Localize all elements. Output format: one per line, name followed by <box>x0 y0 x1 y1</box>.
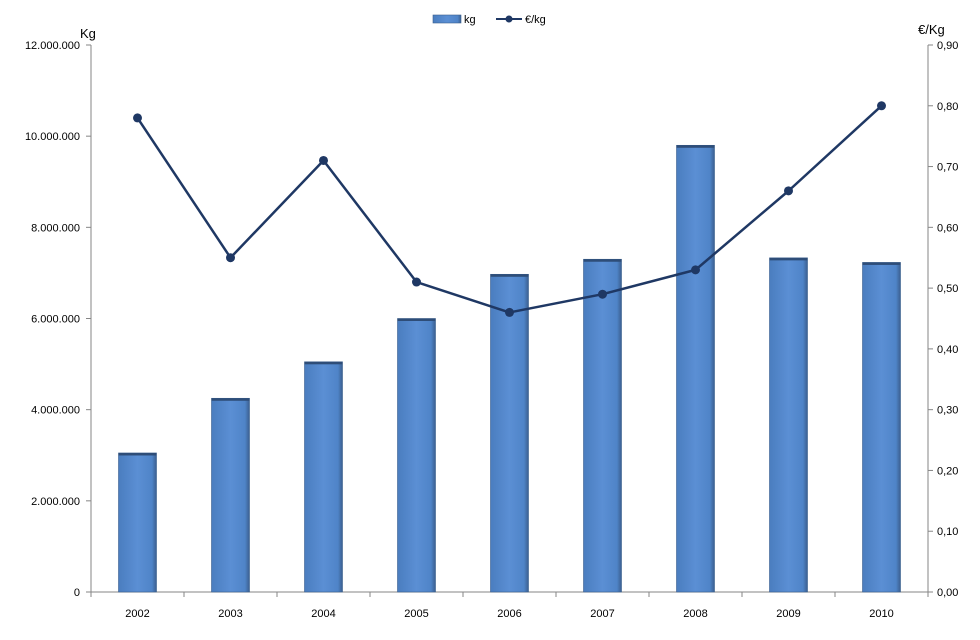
x-tick-label: 2008 <box>683 608 707 620</box>
price-point-2010 <box>877 101 886 111</box>
bar-2004 <box>304 361 343 593</box>
price-point-2003 <box>226 253 235 263</box>
right-tick-label: 0,70 <box>937 162 958 174</box>
left-axis-title: Kg <box>80 26 96 41</box>
left-tick-label: 10.000.000 <box>25 131 80 143</box>
x-tick-label: 2006 <box>497 608 521 620</box>
bar-2006 <box>490 273 529 593</box>
right-tick-label: 0,80 <box>937 101 958 113</box>
x-tick-label: 2002 <box>125 608 149 620</box>
x-tick-label: 2010 <box>869 608 893 620</box>
right-axis-title: €/Kg <box>918 22 945 37</box>
right-tick-label: 0,30 <box>937 405 958 417</box>
left-tick-label: 4.000.000 <box>31 405 80 417</box>
price-point-2008 <box>691 265 700 275</box>
bar-2005 <box>397 318 436 593</box>
left-tick-label: 2.000.000 <box>31 496 80 508</box>
legend-line-marker <box>505 15 513 23</box>
bar-2007 <box>583 258 622 593</box>
price-point-2004 <box>319 155 328 165</box>
x-tick-label: 2003 <box>218 608 242 620</box>
right-tick-label: 0,90 <box>937 40 958 52</box>
right-tick-label: 0,10 <box>937 526 958 538</box>
bar-2009 <box>769 257 808 593</box>
price-point-2009 <box>784 186 793 196</box>
bar-top-edge <box>211 398 250 401</box>
price-point-2005 <box>412 277 421 287</box>
right-tick-label: 0,00 <box>937 587 958 599</box>
right-tick-label: 0,60 <box>937 222 958 234</box>
x-tick-label: 2009 <box>776 608 800 620</box>
x-tick-label: 2005 <box>404 608 428 620</box>
legend-bar-swatch <box>432 14 462 24</box>
legend-label-eur-per-kg: €/kg <box>525 14 546 26</box>
left-tick-label: 8.000.000 <box>31 222 80 234</box>
price-point-2006 <box>505 307 514 317</box>
bar-top-edge <box>862 262 901 265</box>
left-tick-label: 12.000.000 <box>25 40 80 52</box>
bar-top-edge <box>769 257 808 261</box>
bar-2008 <box>676 144 715 593</box>
bar-top-edge <box>583 259 622 262</box>
x-tick-label: 2007 <box>590 608 614 620</box>
bar-top-edge <box>490 274 529 277</box>
right-tick-label: 0,20 <box>937 465 958 477</box>
left-tick-label: 6.000.000 <box>31 314 80 326</box>
left-tick-label: 0 <box>74 587 80 599</box>
bar-2002 <box>118 452 157 593</box>
bar-2010 <box>862 262 901 593</box>
x-tick-label: 2004 <box>311 608 335 620</box>
right-tick-label: 0,50 <box>937 283 958 295</box>
right-tick-label: 0,40 <box>937 344 958 356</box>
bar-top-edge <box>676 145 715 148</box>
bar-top-edge <box>118 452 157 456</box>
price-point-2002 <box>133 113 142 123</box>
bar-top-edge <box>304 361 343 365</box>
price-point-2007 <box>598 289 607 299</box>
bar-2003 <box>211 397 250 593</box>
legend-label-kg: kg <box>464 14 476 26</box>
bar-top-edge <box>397 318 436 321</box>
